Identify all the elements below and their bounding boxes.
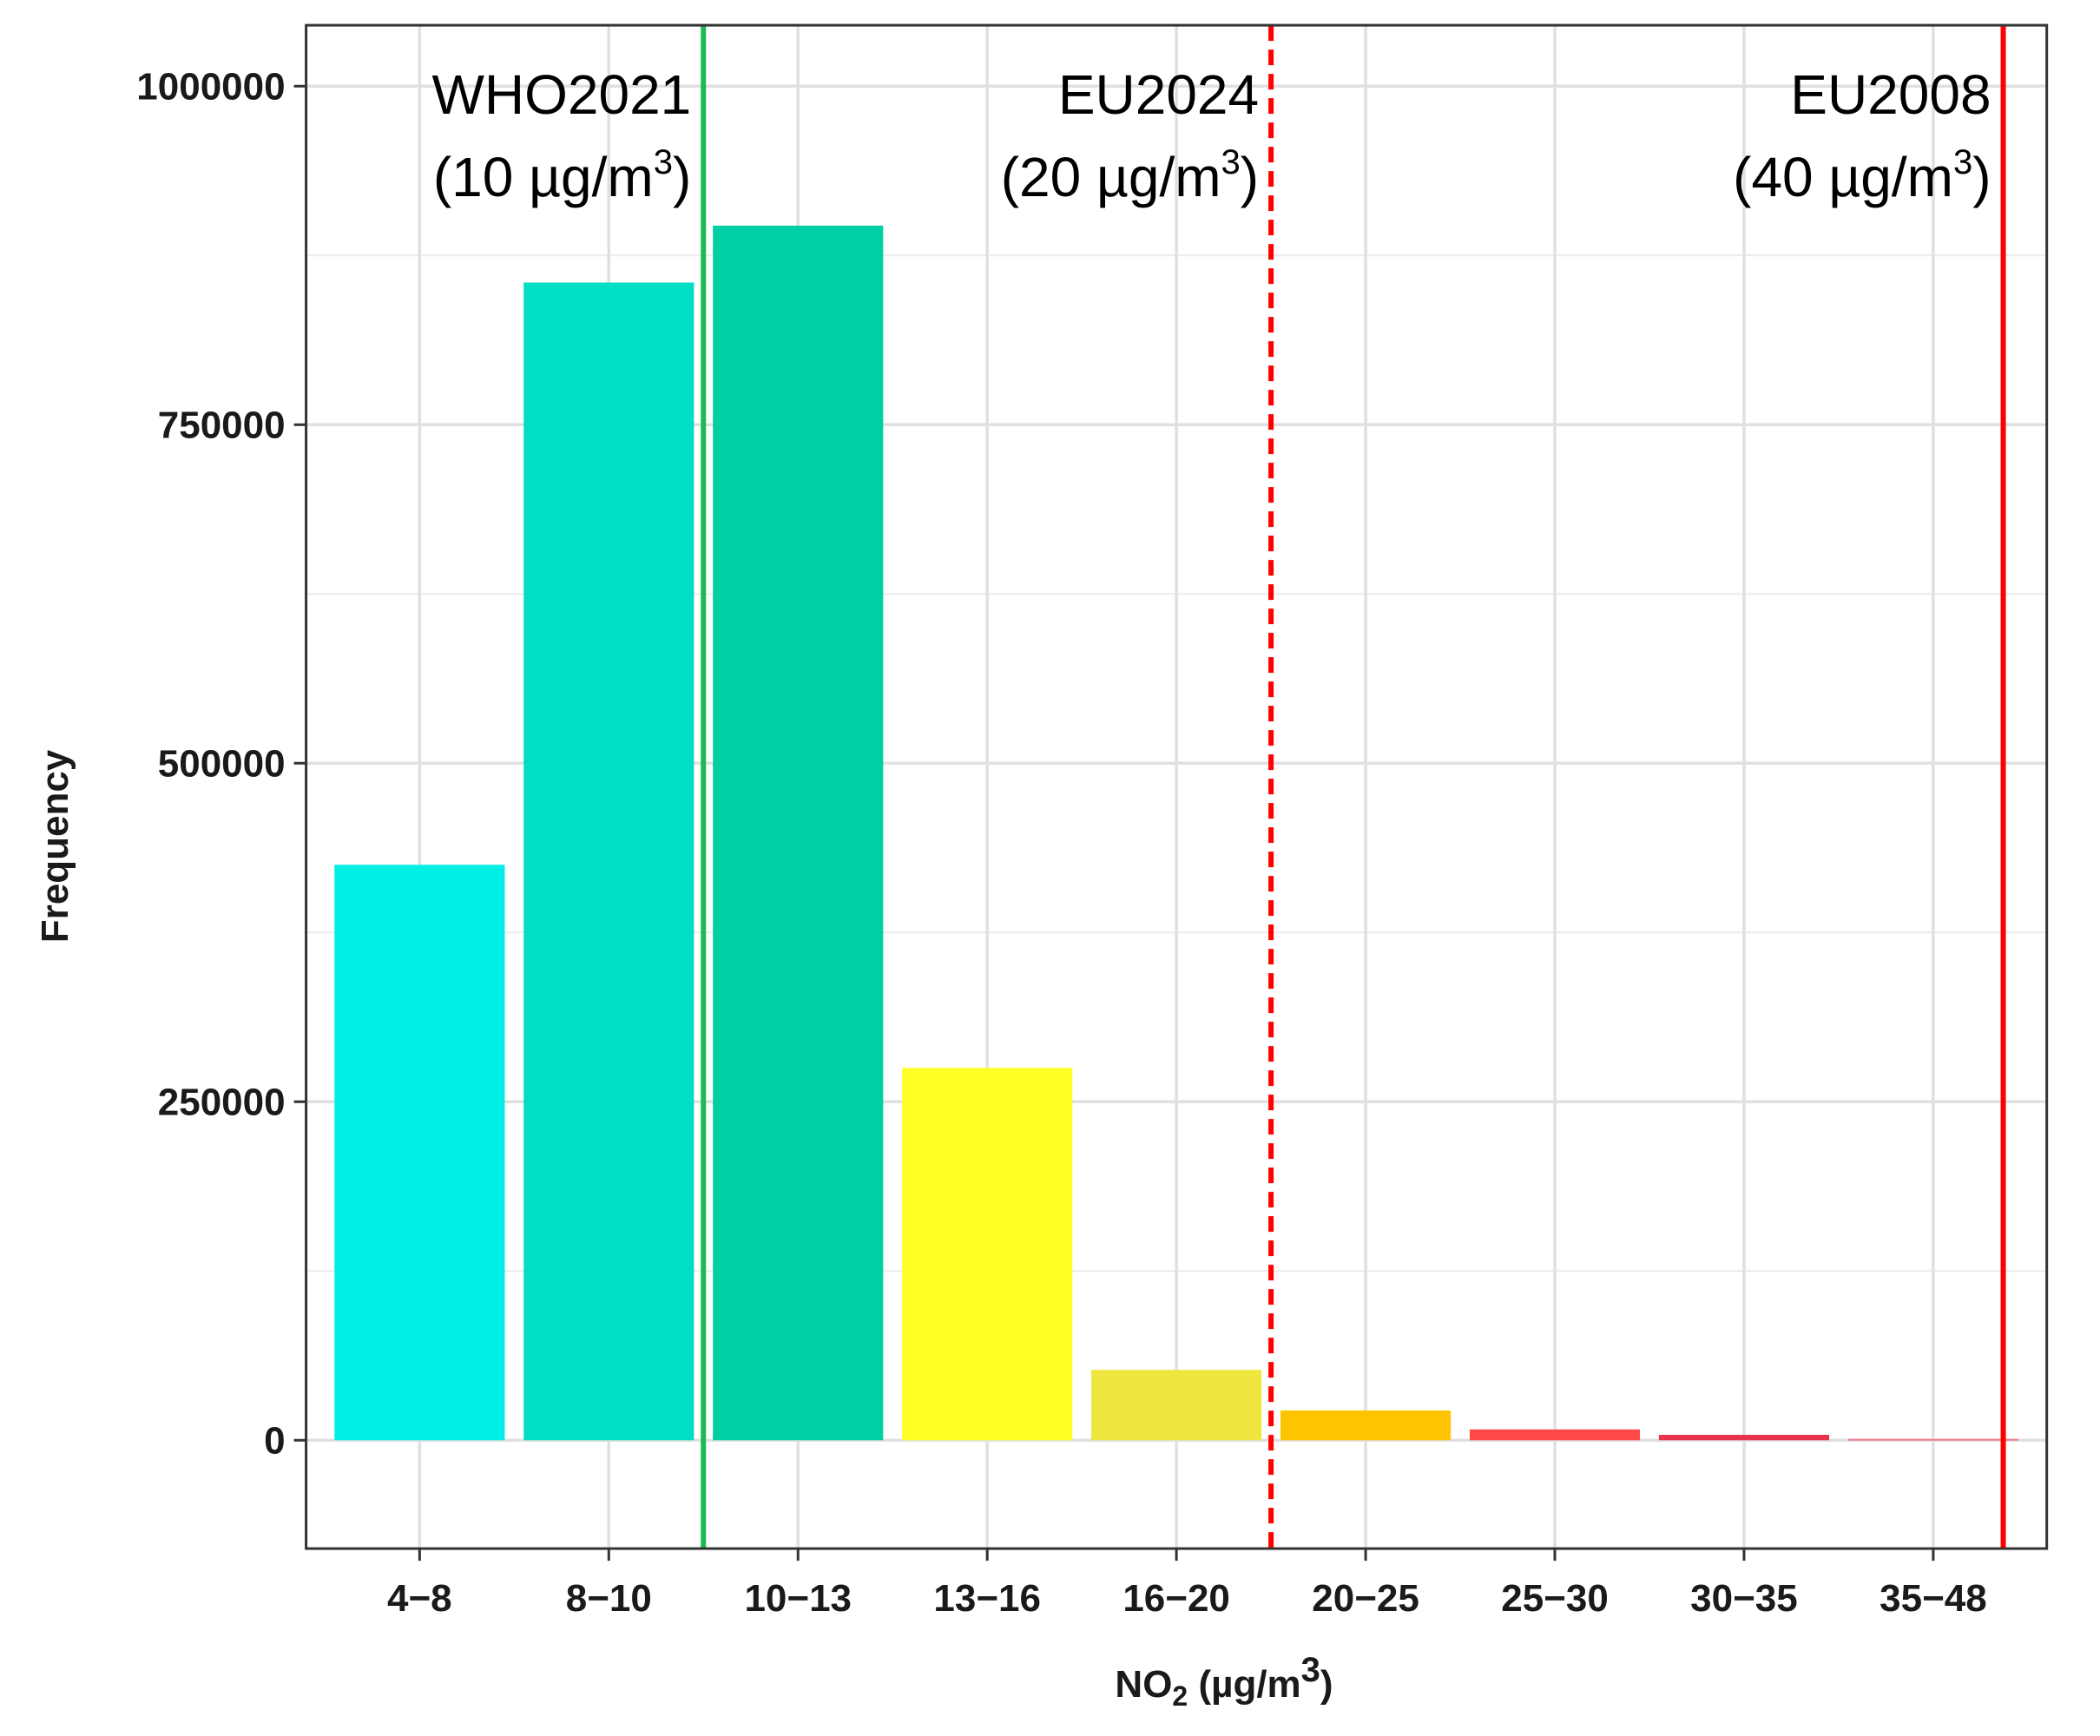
x-tick-label-20−25: 20−25 xyxy=(1312,1577,1419,1620)
threshold-value-EU2008: (40 µg/m3) xyxy=(1733,143,1991,208)
x-axis-title-subscript: 2 xyxy=(1172,1680,1188,1712)
x-tick-label-35−48: 35−48 xyxy=(1879,1577,1987,1620)
y-tick-label: 1000000 xyxy=(136,65,285,108)
bars xyxy=(334,225,2018,1441)
bar-10−13 xyxy=(713,225,884,1441)
x-axis: 4−8 8−10 10−13 13−16 16−20 20−25 25−30 30−35 35−… xyxy=(387,1549,1987,1620)
threshold-value-WHO2021: (10 µg/m3) xyxy=(433,143,691,208)
y-tick-label: 0 xyxy=(264,1419,285,1462)
threshold-name-EU2024: EU2024 xyxy=(1058,63,1259,126)
x-axis-title-superscript: 3 xyxy=(1301,1651,1320,1689)
bar-35−48 xyxy=(1847,1438,2018,1441)
y-tick-label: 500000 xyxy=(158,742,286,785)
y-axis: 0 250000 500000 750000 1000000 xyxy=(136,65,306,1462)
threshold-name-WHO2021: WHO2021 xyxy=(431,63,691,126)
threshold-annotations: WHO2021 (10 µg/m3) EU2024 (20 µg/m3) EU2008 (… xyxy=(431,63,1991,208)
bar-4−8 xyxy=(334,865,505,1441)
x-axis-title: NO2 (µg/m3) xyxy=(1115,1651,1333,1712)
x-tick-label-16−20: 16−20 xyxy=(1122,1577,1230,1620)
x-axis-title-unit: (µg/m xyxy=(1188,1663,1300,1706)
bar-13−16 xyxy=(902,1068,1073,1441)
x-tick-label-4−8: 4−8 xyxy=(387,1577,452,1620)
y-tick-label: 750000 xyxy=(158,404,286,446)
y-tick-label: 250000 xyxy=(158,1081,286,1123)
x-tick-label-8−10: 8−10 xyxy=(566,1577,652,1620)
bar-20−25 xyxy=(1280,1410,1452,1441)
threshold-value-EU2024: (20 µg/m3) xyxy=(1001,143,1259,208)
bar-16−20 xyxy=(1091,1370,1262,1441)
x-tick-label-13−16: 13−16 xyxy=(933,1577,1041,1620)
y-axis-title: Frequency xyxy=(34,749,76,943)
x-axis-title-close: ) xyxy=(1320,1663,1333,1706)
threshold-lines xyxy=(701,25,2006,1549)
bar-30−35 xyxy=(1658,1435,1830,1441)
x-tick-label-25−30: 25−30 xyxy=(1501,1577,1609,1620)
x-axis-title-main: NO xyxy=(1115,1663,1172,1706)
bar-8−10 xyxy=(523,282,695,1441)
x-tick-label-30−35: 30−35 xyxy=(1690,1577,1798,1620)
bar-25−30 xyxy=(1469,1429,1641,1441)
threshold-name-EU2008: EU2008 xyxy=(1790,63,1991,126)
x-tick-label-10−13: 10−13 xyxy=(744,1577,852,1620)
